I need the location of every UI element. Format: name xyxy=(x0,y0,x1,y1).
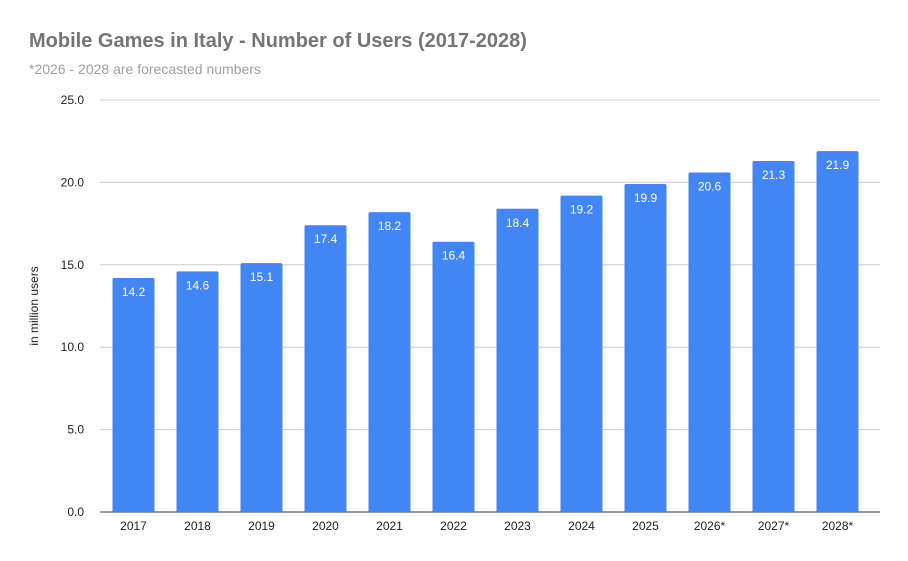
bar xyxy=(496,208,539,512)
x-tick-label: 2028* xyxy=(822,519,854,533)
x-tick-label: 2019 xyxy=(248,519,275,533)
data-label: 15.1 xyxy=(250,270,274,284)
y-tick-label: 15.0 xyxy=(61,258,85,272)
bar xyxy=(560,195,603,513)
data-label: 14.6 xyxy=(186,278,210,292)
bar xyxy=(624,184,667,512)
bar xyxy=(816,151,859,512)
bar xyxy=(240,263,283,512)
data-label: 19.2 xyxy=(570,203,594,217)
chart-title: Mobile Games in Italy - Number of Users … xyxy=(29,30,527,52)
bar xyxy=(176,271,219,512)
y-tick-label: 0.0 xyxy=(67,505,84,519)
data-label: 21.3 xyxy=(762,168,786,182)
bar xyxy=(752,160,795,512)
x-tick-label: 2025 xyxy=(632,519,659,533)
data-label: 17.4 xyxy=(314,232,338,246)
bar xyxy=(112,277,155,512)
x-tick-label: 2020 xyxy=(312,519,339,533)
y-tick-label: 20.0 xyxy=(61,175,85,189)
data-label: 14.2 xyxy=(122,285,146,299)
x-tick-label: 2026* xyxy=(694,519,726,533)
data-label: 18.2 xyxy=(378,219,402,233)
bar xyxy=(432,241,475,512)
data-label: 21.9 xyxy=(826,158,850,172)
bar xyxy=(368,212,411,512)
y-tick-label: 25.0 xyxy=(61,93,85,107)
data-label: 19.9 xyxy=(634,191,658,205)
x-tick-label: 2023 xyxy=(504,519,531,533)
y-tick-label: 5.0 xyxy=(67,423,84,437)
data-label: 18.4 xyxy=(506,216,530,230)
bar xyxy=(688,172,731,512)
chart-subtitle: *2026 - 2028 are forecasted numbers xyxy=(29,61,261,77)
bar xyxy=(304,225,347,513)
y-tick-label: 10.0 xyxy=(61,340,85,354)
data-label: 16.4 xyxy=(442,249,466,263)
x-tick-label: 2024 xyxy=(568,519,595,533)
data-label: 20.6 xyxy=(698,180,722,194)
x-tick-label: 2018 xyxy=(184,519,211,533)
y-axis-label: in million users xyxy=(27,266,41,345)
x-tick-label: 2022 xyxy=(440,519,467,533)
x-tick-label: 2017 xyxy=(120,519,147,533)
x-tick-label: 2027* xyxy=(758,519,790,533)
x-tick-label: 2021 xyxy=(376,519,403,533)
